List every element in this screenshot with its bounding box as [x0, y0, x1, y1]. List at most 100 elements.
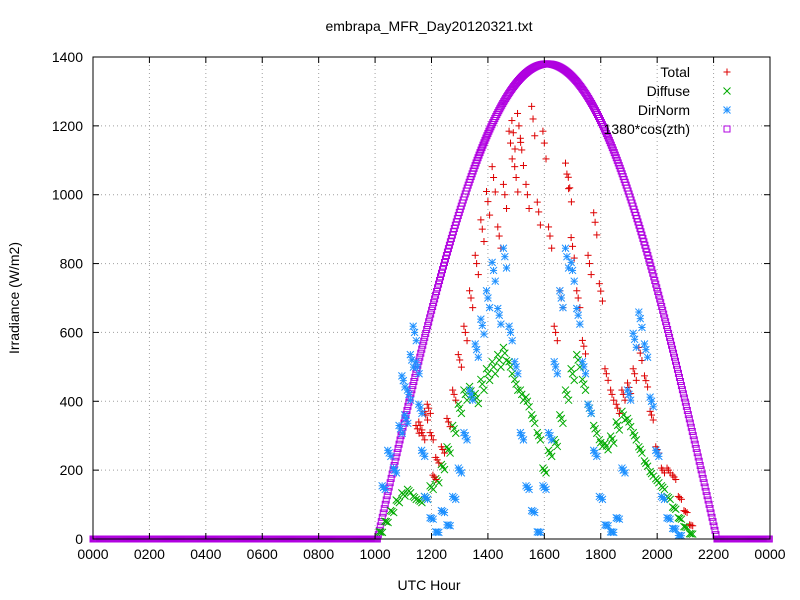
data-point — [688, 530, 697, 538]
envelope-point — [598, 121, 606, 129]
envelope-point — [403, 406, 411, 414]
data-point — [602, 370, 610, 378]
data-point — [414, 400, 423, 409]
data-point — [413, 363, 422, 371]
x-tick-label: 1000 — [360, 546, 391, 562]
data-point — [482, 364, 491, 373]
data-point — [570, 277, 579, 286]
data-point — [493, 350, 502, 359]
envelope-point — [674, 369, 682, 377]
x-tick-label: 2000 — [642, 546, 673, 562]
data-point — [547, 435, 556, 444]
data-point — [426, 481, 434, 490]
data-point — [584, 400, 592, 409]
data-point — [561, 386, 570, 394]
data-point — [516, 386, 525, 394]
data-point — [623, 414, 632, 423]
data-point — [454, 464, 463, 472]
data-point — [536, 221, 544, 229]
data-point — [482, 286, 491, 295]
envelope-point — [704, 496, 712, 504]
envelope-point — [599, 123, 607, 131]
data-point — [425, 404, 433, 412]
data-point — [601, 520, 609, 529]
envelope-point — [436, 276, 444, 284]
data-point — [640, 457, 649, 465]
envelope-point — [671, 353, 679, 361]
envelope-point — [432, 291, 440, 299]
data-point — [499, 244, 508, 253]
data-point — [529, 115, 537, 123]
data-point — [612, 400, 620, 408]
data-point — [378, 528, 387, 537]
data-point — [651, 446, 660, 455]
envelope-point — [702, 487, 710, 495]
data-point — [488, 163, 496, 171]
data-point — [457, 469, 466, 477]
envelope-point — [689, 432, 697, 440]
envelope-point — [705, 500, 713, 508]
y-tick-label: 600 — [60, 324, 84, 340]
data-point — [421, 436, 429, 444]
data-point — [488, 258, 497, 267]
data-point — [502, 264, 511, 272]
data-point — [597, 287, 605, 295]
envelope-point — [430, 299, 438, 307]
data-point — [630, 335, 639, 344]
data-point — [647, 397, 656, 406]
data-point — [629, 365, 637, 373]
data-point — [565, 185, 573, 193]
data-point — [581, 369, 590, 378]
envelope-point — [654, 287, 662, 295]
data-point — [555, 286, 564, 295]
data-point — [604, 445, 612, 454]
data-point — [626, 396, 635, 405]
envelope-point — [676, 377, 684, 385]
envelope-point — [439, 266, 447, 274]
data-point — [621, 469, 629, 477]
data-point — [531, 132, 539, 140]
data-point — [550, 357, 559, 366]
data-point — [491, 369, 500, 378]
envelope-point — [646, 259, 654, 267]
data-point — [432, 476, 440, 484]
data-point — [649, 402, 658, 411]
data-point — [461, 328, 469, 336]
data-point — [595, 435, 604, 444]
data-point — [403, 485, 412, 494]
data-point — [426, 513, 434, 522]
envelope-point — [657, 299, 665, 307]
legend-label: Total — [660, 64, 690, 80]
envelope-point — [680, 394, 688, 402]
envelope-point — [709, 518, 717, 526]
data-point — [429, 436, 437, 444]
data-point — [542, 469, 550, 477]
data-point — [559, 303, 567, 312]
data-point — [409, 492, 418, 501]
data-point — [463, 337, 471, 345]
data-point — [508, 336, 517, 345]
x-tick-label: 1800 — [585, 546, 616, 562]
data-point — [674, 513, 683, 522]
envelope-point — [419, 341, 427, 349]
data-point — [595, 492, 604, 501]
envelope-point — [434, 284, 442, 292]
data-point — [612, 418, 621, 426]
data-point — [632, 376, 640, 384]
data-point — [663, 464, 671, 472]
data-point — [568, 369, 577, 378]
envelope-point — [651, 276, 659, 284]
data-point — [424, 416, 432, 424]
envelope-point — [435, 280, 443, 288]
data-point — [505, 357, 513, 366]
data-point — [589, 421, 598, 430]
envelope-point — [708, 513, 716, 521]
envelope-point — [675, 373, 683, 381]
data-point — [480, 330, 488, 338]
data-point — [444, 418, 452, 426]
data-point — [564, 173, 572, 181]
data-point — [389, 464, 398, 472]
data-point — [632, 343, 641, 352]
data-point — [467, 294, 475, 302]
envelope-point — [683, 406, 691, 414]
